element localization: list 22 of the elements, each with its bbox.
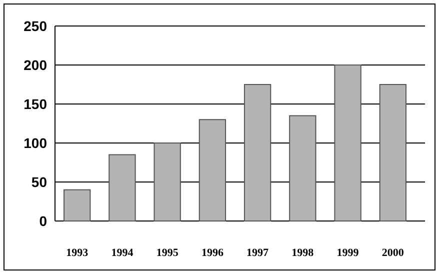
bar	[379, 84, 406, 222]
bar	[198, 119, 226, 222]
x-tick-label: 1994	[111, 247, 134, 259]
bar	[154, 142, 181, 222]
x-tick-label: 1995	[156, 247, 179, 259]
x-tick-label: 1998	[292, 247, 314, 259]
bar	[64, 189, 91, 222]
bar	[108, 154, 136, 222]
x-tick-label: 1993	[66, 247, 89, 259]
y-tick-label: 250	[24, 18, 48, 34]
x-tick-label: 2000	[382, 247, 404, 259]
y-tick-label: 150	[24, 96, 48, 112]
bar	[289, 115, 316, 222]
y-tick-label: 100	[24, 134, 48, 151]
x-tick-label: 1999	[336, 247, 360, 259]
y-tick-label: 200	[24, 56, 48, 73]
y-tick-label: 0	[39, 212, 48, 229]
y-tick-label: 50	[31, 174, 48, 190]
x-tick-label: 1996	[201, 247, 224, 259]
bar	[334, 64, 362, 222]
x-tick-label: 1997	[246, 247, 270, 259]
bar	[244, 84, 272, 222]
